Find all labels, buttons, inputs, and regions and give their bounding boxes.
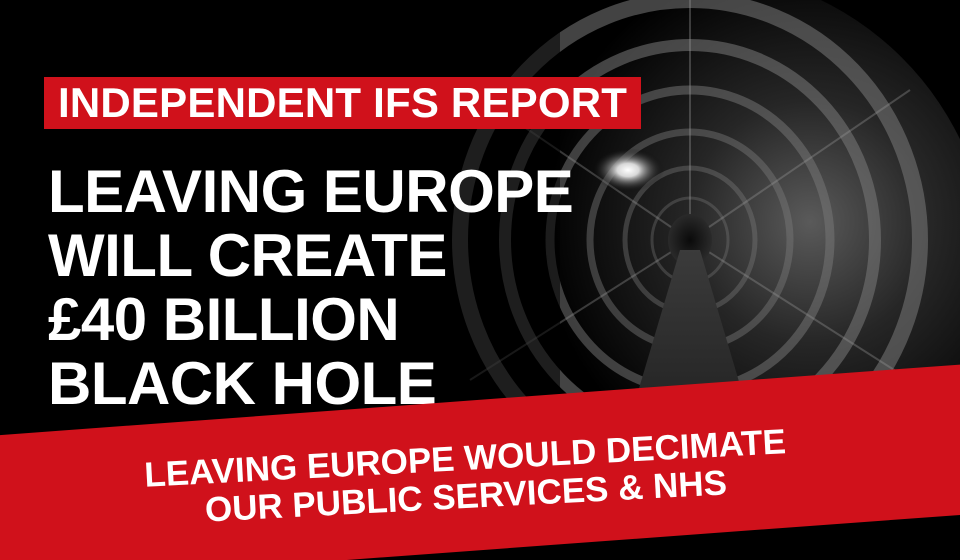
headline-line-4: BLACK HOLE — [48, 350, 437, 417]
report-tag-text: INDEPENDENT IFS REPORT — [58, 79, 628, 126]
headline: LEAVING EUROPE WILL CREATE £40 BILLION B… — [48, 158, 574, 417]
headline-line-2: WILL CREATE — [48, 222, 447, 289]
report-tag: INDEPENDENT IFS REPORT — [44, 77, 642, 129]
headline-line-1: LEAVING EUROPE — [48, 158, 574, 225]
headline-line-3: £40 BILLION — [48, 286, 400, 353]
